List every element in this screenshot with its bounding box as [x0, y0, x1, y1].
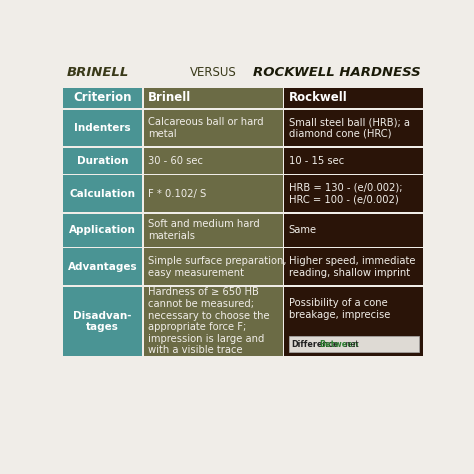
FancyBboxPatch shape [63, 175, 142, 212]
Text: Criterion: Criterion [73, 91, 132, 104]
Text: Indenters: Indenters [74, 123, 131, 133]
FancyBboxPatch shape [144, 175, 283, 212]
Text: Simple surface preparation,
easy measurement: Simple surface preparation, easy measure… [148, 256, 287, 278]
Text: ROCKWELL HARDNESS: ROCKWELL HARDNESS [254, 66, 421, 79]
Text: 30 - 60 sec: 30 - 60 sec [148, 156, 203, 166]
Text: Same: Same [289, 225, 317, 235]
FancyBboxPatch shape [284, 214, 423, 246]
Text: Calculation: Calculation [70, 189, 136, 199]
Text: Small steel ball (HRB); a
diamond cone (HRC): Small steel ball (HRB); a diamond cone (… [289, 117, 410, 139]
FancyBboxPatch shape [63, 248, 142, 285]
FancyBboxPatch shape [144, 148, 283, 173]
Text: Brinell: Brinell [148, 91, 191, 104]
Text: Duration: Duration [77, 156, 128, 166]
Text: VERSUS: VERSUS [190, 66, 237, 79]
FancyBboxPatch shape [63, 287, 142, 356]
Text: Rockwell: Rockwell [289, 91, 347, 104]
FancyBboxPatch shape [144, 287, 283, 356]
FancyBboxPatch shape [284, 88, 423, 108]
Text: Difference: Difference [291, 339, 338, 348]
Text: 10 - 15 sec: 10 - 15 sec [289, 156, 344, 166]
Text: Advantages: Advantages [68, 262, 137, 272]
Text: Application: Application [69, 225, 136, 235]
Text: Disadvan-
tages: Disadvan- tages [73, 310, 132, 332]
Text: Possibility of a cone
breakage, imprecise: Possibility of a cone breakage, imprecis… [289, 298, 390, 320]
Text: Hardness of ≥ 650 HB
cannot be measured;
necessary to choose the
appropriate for: Hardness of ≥ 650 HB cannot be measured;… [148, 288, 270, 356]
FancyBboxPatch shape [63, 148, 142, 173]
FancyBboxPatch shape [144, 110, 283, 146]
FancyBboxPatch shape [284, 287, 423, 356]
FancyBboxPatch shape [284, 248, 423, 285]
Text: F * 0.102/ S: F * 0.102/ S [148, 189, 207, 199]
Text: Between: Between [319, 339, 358, 348]
Text: Calcareous ball or hard
metal: Calcareous ball or hard metal [148, 117, 264, 139]
Text: Higher speed, immediate
reading, shallow imprint: Higher speed, immediate reading, shallow… [289, 256, 415, 278]
FancyBboxPatch shape [144, 88, 283, 108]
FancyBboxPatch shape [284, 175, 423, 212]
FancyBboxPatch shape [63, 110, 142, 146]
FancyBboxPatch shape [144, 248, 283, 285]
FancyBboxPatch shape [284, 148, 423, 173]
Text: Soft and medium hard
materials: Soft and medium hard materials [148, 219, 260, 241]
FancyBboxPatch shape [63, 88, 142, 108]
Text: .net: .net [343, 339, 359, 348]
Text: HRB = 130 - (e/0.002);
HRC = 100 - (e/0.002): HRB = 130 - (e/0.002); HRC = 100 - (e/0.… [289, 183, 402, 205]
FancyBboxPatch shape [144, 214, 283, 246]
Text: BRINELL: BRINELL [66, 66, 129, 79]
FancyBboxPatch shape [289, 337, 419, 352]
FancyBboxPatch shape [284, 110, 423, 146]
FancyBboxPatch shape [63, 214, 142, 246]
